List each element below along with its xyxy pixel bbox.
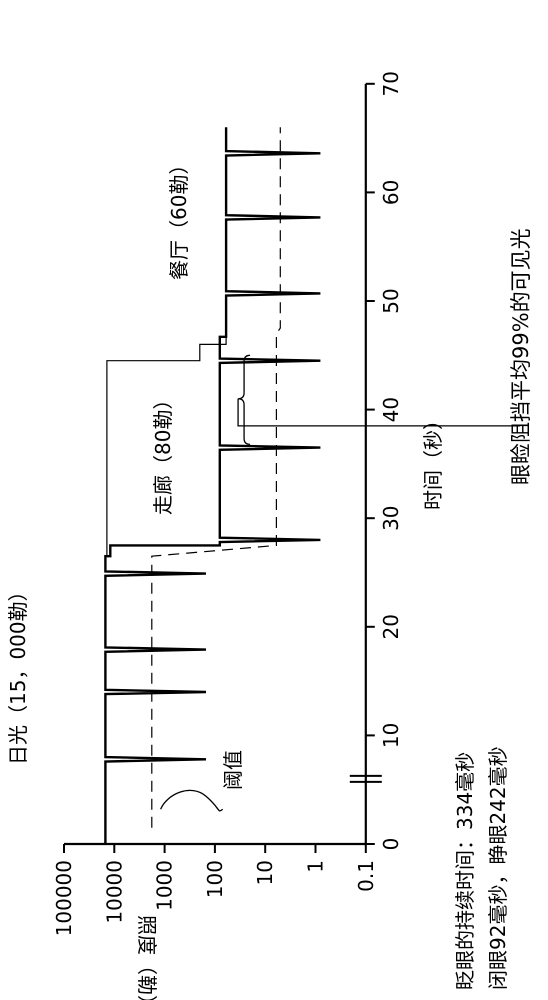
eyelid-brace <box>238 355 250 444</box>
illuminance-series-line <box>105 127 320 844</box>
threshold-leader-line <box>161 790 223 810</box>
illuminance-tick-label: 100000 <box>52 860 76 936</box>
time-tick-label: 10 <box>379 723 403 748</box>
threshold-annotation: 阈值 <box>221 750 245 790</box>
restaurant-annotation: 餐厅（60勒） <box>167 155 191 280</box>
y-axis-label: 照度（勒） <box>135 915 159 1000</box>
illuminance-tick-label: 10 <box>253 860 277 885</box>
blink-duration-annotation: 眨眼的持续时间：334毫秒 <box>453 752 477 990</box>
time-tick-label: 0 <box>379 838 403 851</box>
illuminance-tick-label: 1000 <box>153 860 177 911</box>
blink-detail-annotation: 闭眼92毫秒，睁眼242毫秒 <box>486 746 510 990</box>
time-tick-label: 20 <box>379 614 403 639</box>
illuminance-tick-label: 100 <box>203 860 227 898</box>
time-tick-label: 60 <box>379 180 403 205</box>
eyelid-annotation: 眼睑阻挡平均99%的可见光 <box>509 228 533 485</box>
corridor-annotation: 走廊（80勒） <box>151 390 175 515</box>
time-tick-label: 30 <box>379 505 403 530</box>
daylight-annotation: 日光（15，000勒） <box>6 581 30 765</box>
time-tick-label: 40 <box>379 397 403 422</box>
x-axis-label: 时间（秒） <box>421 410 445 510</box>
illuminance-tick-label: 0.1 <box>354 860 378 892</box>
illuminance-tick-label: 1 <box>304 860 328 873</box>
time-tick-label: 70 <box>379 71 403 96</box>
time-tick-label: 50 <box>379 288 403 313</box>
plot-marks <box>64 84 520 844</box>
illuminance-tick-label: 10000 <box>102 860 126 924</box>
